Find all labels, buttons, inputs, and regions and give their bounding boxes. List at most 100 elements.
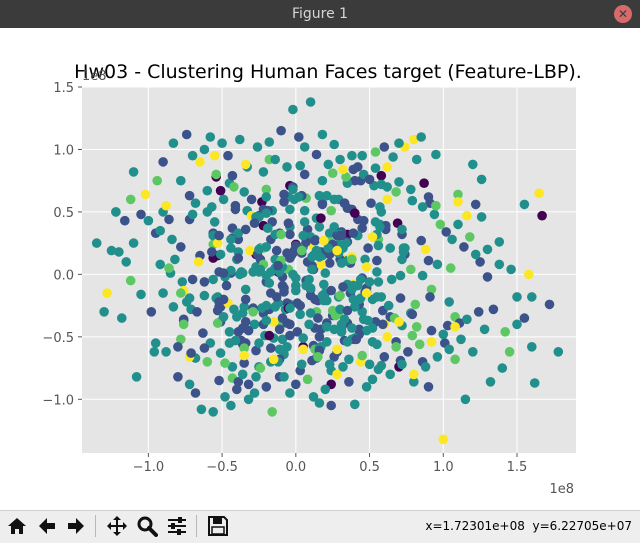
data-point <box>288 184 298 195</box>
data-point <box>338 362 348 372</box>
data-point <box>266 343 276 353</box>
data-point <box>361 262 372 272</box>
data-point <box>207 247 217 257</box>
data-point <box>344 377 354 387</box>
data-point <box>314 190 325 201</box>
x-tick-label: 1.0 <box>433 460 454 475</box>
data-point <box>226 265 236 276</box>
chart-title: Hw03 - Clustering Human Faces target (Fe… <box>74 61 582 83</box>
figure-canvas[interactable]: Hw03 - Clustering Human Faces target (Fe… <box>0 28 640 510</box>
data-point <box>482 272 493 282</box>
data-point <box>150 338 161 348</box>
data-point <box>326 285 337 296</box>
data-point <box>482 244 493 255</box>
data-point <box>386 274 397 285</box>
data-point <box>462 314 472 325</box>
data-point <box>379 142 390 152</box>
data-point <box>553 347 564 357</box>
data-point <box>208 407 218 417</box>
data-point <box>176 175 186 186</box>
data-point <box>267 407 278 417</box>
data-point <box>268 317 279 327</box>
data-point <box>285 303 295 313</box>
scatter-points <box>91 97 564 445</box>
data-point <box>264 330 275 341</box>
data-point <box>376 292 387 302</box>
data-point <box>332 344 342 355</box>
data-point <box>121 257 131 267</box>
data-point <box>140 189 151 200</box>
data-point <box>453 197 463 207</box>
data-point <box>361 382 372 392</box>
data-point <box>506 264 516 275</box>
data-point <box>425 292 435 302</box>
save-button[interactable] <box>205 513 231 539</box>
data-point <box>184 190 195 201</box>
data-point <box>383 300 394 311</box>
data-point <box>426 337 437 347</box>
data-point <box>279 283 289 293</box>
data-point <box>370 217 381 227</box>
data-point <box>470 249 481 260</box>
back-button[interactable] <box>34 513 60 539</box>
data-point <box>187 209 198 220</box>
data-point <box>243 394 254 405</box>
data-point <box>370 147 381 157</box>
data-point <box>239 358 249 368</box>
data-point <box>299 205 310 216</box>
data-point <box>382 162 393 172</box>
data-point <box>192 307 202 317</box>
data-point <box>329 324 340 335</box>
data-point <box>442 320 453 331</box>
data-point <box>473 307 484 317</box>
data-point <box>273 260 283 271</box>
home-button[interactable] <box>4 513 30 539</box>
data-point <box>351 334 362 345</box>
data-point <box>224 327 235 337</box>
data-point <box>323 243 334 253</box>
data-point <box>527 292 537 302</box>
data-point <box>322 322 332 332</box>
data-point <box>450 354 460 365</box>
data-point <box>305 283 316 293</box>
pan-button[interactable] <box>104 513 130 539</box>
data-point <box>271 292 282 302</box>
close-window-button[interactable]: ✕ <box>614 5 632 23</box>
data-point <box>504 347 515 357</box>
data-point <box>348 228 359 238</box>
configure-subplots-button[interactable] <box>164 513 190 539</box>
data-point <box>519 199 530 210</box>
data-point <box>136 209 146 220</box>
forward-button[interactable] <box>63 513 89 539</box>
data-point <box>388 152 398 162</box>
zoom-button[interactable] <box>134 513 160 539</box>
data-point <box>316 213 326 223</box>
data-point <box>338 164 348 175</box>
data-point <box>409 369 419 380</box>
data-point <box>322 190 332 201</box>
data-point <box>249 319 260 330</box>
move-icon <box>107 516 127 536</box>
sliders-icon <box>168 517 186 535</box>
data-point <box>211 169 221 180</box>
data-point <box>512 292 522 302</box>
data-point <box>220 358 230 368</box>
data-point <box>227 170 238 181</box>
data-point <box>158 157 168 167</box>
data-point <box>326 400 337 411</box>
data-point <box>341 238 351 248</box>
data-point <box>212 318 223 328</box>
data-point <box>479 324 490 335</box>
data-point <box>358 314 369 325</box>
data-point <box>494 259 505 270</box>
data-point <box>364 174 375 185</box>
data-point <box>251 345 261 356</box>
data-point <box>314 222 325 232</box>
data-point <box>299 169 310 180</box>
data-point <box>397 254 407 265</box>
data-point <box>190 198 201 208</box>
data-point <box>395 270 406 281</box>
data-point <box>176 288 186 298</box>
data-point <box>173 342 183 352</box>
data-point <box>357 223 368 233</box>
